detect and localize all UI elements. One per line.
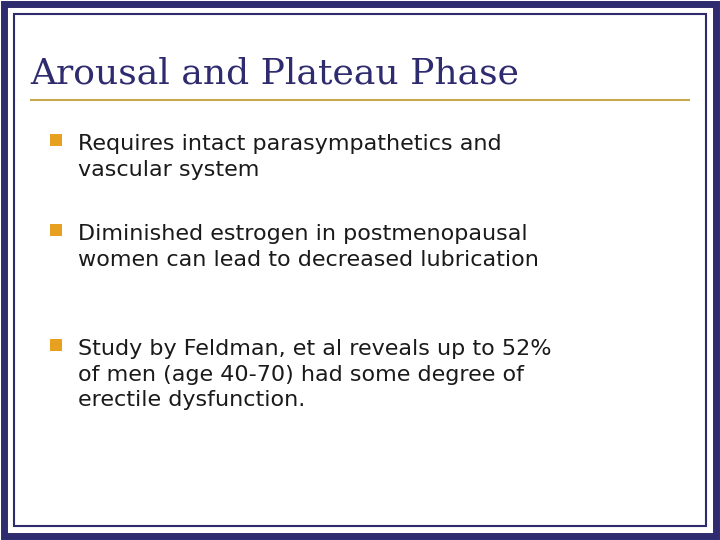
- FancyBboxPatch shape: [50, 339, 62, 351]
- FancyBboxPatch shape: [50, 224, 62, 236]
- Text: Arousal and Plateau Phase: Arousal and Plateau Phase: [30, 56, 519, 90]
- FancyBboxPatch shape: [4, 4, 716, 536]
- Text: Diminished estrogen in postmenopausal
women can lead to decreased lubrication: Diminished estrogen in postmenopausal wo…: [78, 224, 539, 269]
- FancyBboxPatch shape: [14, 14, 706, 526]
- Text: Study by Feldman, et al reveals up to 52%
of men (age 40-70) had some degree of
: Study by Feldman, et al reveals up to 52…: [78, 339, 552, 410]
- Text: Requires intact parasympathetics and
vascular system: Requires intact parasympathetics and vas…: [78, 134, 502, 180]
- FancyBboxPatch shape: [50, 134, 62, 146]
